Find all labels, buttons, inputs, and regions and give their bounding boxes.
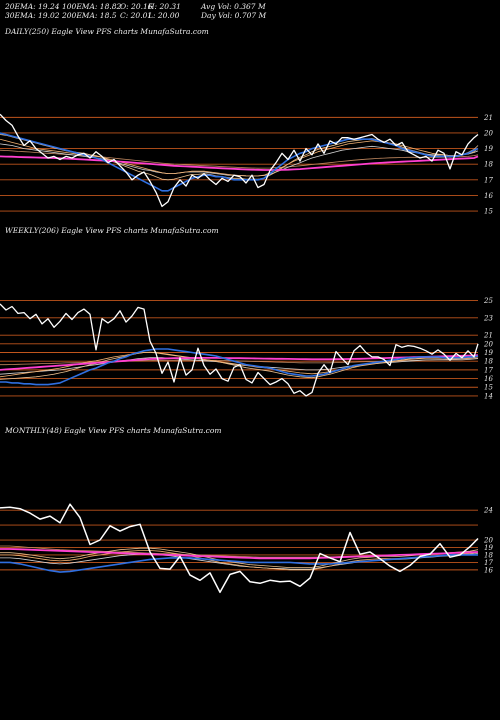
- monthly-ma-tan-line: [0, 547, 479, 568]
- header-ema20: 20EMA: 19.24: [5, 2, 60, 11]
- header-day-vol: Day Vol: 0.707 M: [201, 11, 267, 20]
- daily-ema-magenta-line: [0, 155, 479, 171]
- daily-tick-label: 17: [484, 176, 493, 184]
- weekly-tick-label: 19: [484, 349, 493, 357]
- header-open: O: 20.16: [120, 2, 153, 11]
- monthly-tick-label: 18: [484, 551, 493, 559]
- monthly-tick-label: 24: [483, 507, 493, 515]
- daily-panel: 21 20 19 18 17 16 15: [0, 113, 493, 216]
- weekly-ema-blue-line: [0, 348, 479, 386]
- weekly-tick-label: 21: [483, 332, 493, 340]
- weekly-tick-label: 18: [484, 358, 493, 366]
- monthly-tick-label: 16: [484, 566, 493, 574]
- weekly-price-line: [0, 303, 479, 397]
- daily-ma-brown-line: [0, 149, 479, 169]
- monthly-tick-label: 17: [484, 559, 493, 567]
- daily-price-line: [0, 113, 479, 208]
- monthly-tick-label: 20: [483, 537, 493, 545]
- weekly-panel-title: WEEKLY(206) Eagle View PFS charts Munafa…: [5, 226, 219, 235]
- daily-panel-title: DAILY(250) Eagle View PFS charts MunafaS…: [5, 27, 209, 36]
- daily-tick-label: 15: [484, 208, 493, 216]
- weekly-tick-label: 16: [484, 375, 493, 383]
- header-avg-vol: Avg Vol: 0.367 M: [201, 2, 266, 11]
- daily-tick-label: 20: [483, 129, 493, 137]
- header-close: C: 20.01: [120, 11, 153, 20]
- daily-tick-label: 18: [484, 161, 493, 169]
- monthly-ema-blue-line: [0, 554, 478, 573]
- daily-tick-label: 16: [484, 192, 493, 200]
- header-ema200: 200EMA: 18.5: [62, 11, 117, 20]
- monthly-panel-title: MONTHLY(48) Eagle View PFS charts Munafa…: [5, 426, 222, 435]
- header-high: H: 20.31: [148, 2, 181, 11]
- header-ema30: 30EMA: 19.02: [5, 11, 60, 20]
- daily-tick-label: 19: [484, 145, 493, 153]
- weekly-tick-label: 17: [484, 366, 493, 374]
- daily-ma-tan-line: [0, 134, 479, 181]
- daily-tick-label: 21: [483, 114, 493, 122]
- monthly-ema-magenta-line: [0, 548, 479, 560]
- weekly-tick-label: 20: [483, 340, 493, 348]
- monthly-price-line: [0, 503, 479, 594]
- weekly-tick-label: 14: [484, 392, 493, 400]
- weekly-ema-magenta-line: [0, 354, 479, 371]
- weekly-tick-label: 15: [484, 384, 493, 392]
- weekly-tick-label: 23: [483, 314, 493, 322]
- header-low: L: 20.00: [148, 11, 180, 20]
- monthly-tick-label: 19: [484, 544, 493, 552]
- weekly-tick-label: 25: [483, 297, 493, 305]
- header-ema100: 100EMA: 18.82: [62, 2, 122, 11]
